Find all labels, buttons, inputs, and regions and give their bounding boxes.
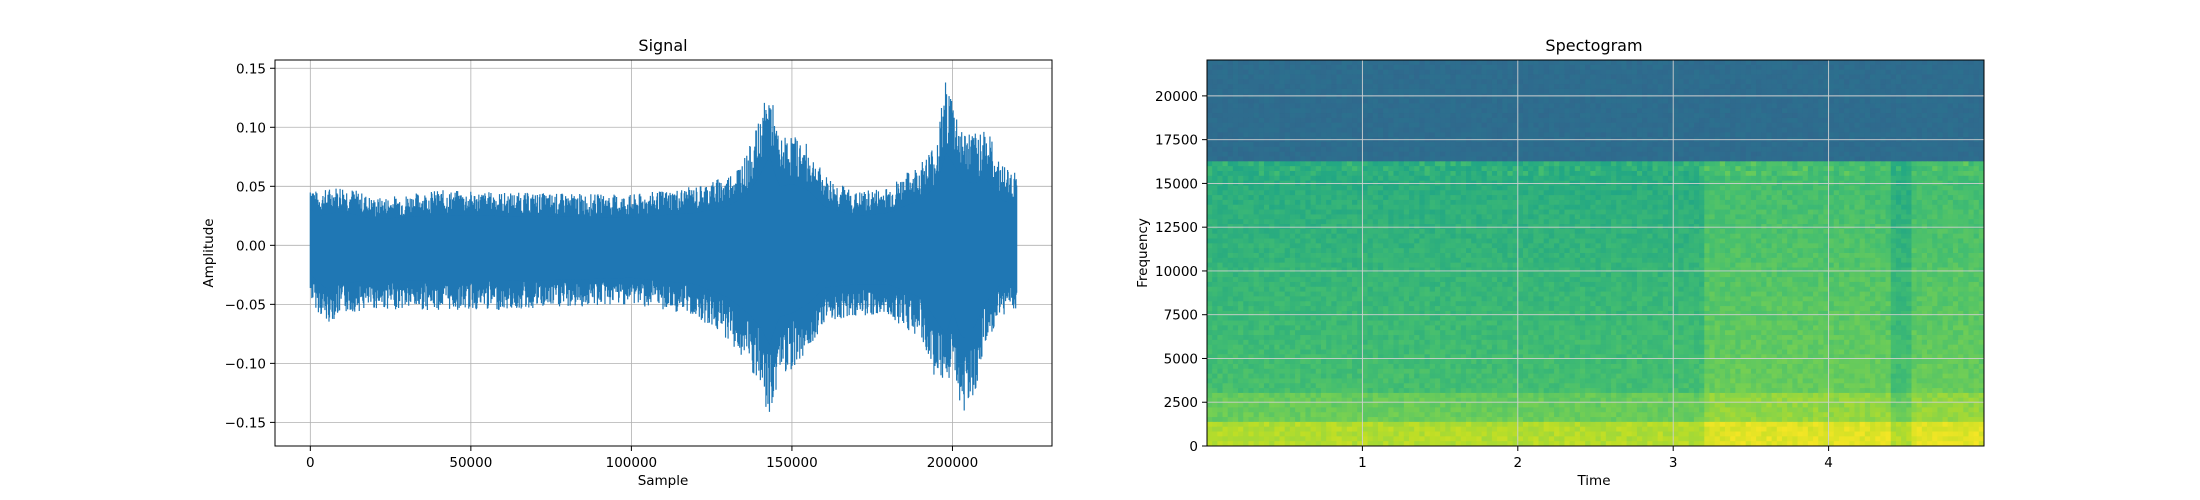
spectrogram-chart: Spectogram 1 2 3 4 0 2500 5000 7500 10000 12500 1… xyxy=(1135,36,1985,489)
signal-x-tick-label: 50000 xyxy=(449,455,492,471)
spectrogram-y-tick-label: 0 xyxy=(1189,439,1198,455)
spectrogram-x-ticks: 1 2 3 4 xyxy=(1358,446,1833,471)
spectrogram-y-tick-label: 5000 xyxy=(1164,351,1198,367)
spectrogram-y-axis-label: Frequency xyxy=(1135,218,1151,288)
spectrogram-axes-frame xyxy=(1206,59,1985,447)
spectrogram-y-tick-label: 10000 xyxy=(1155,264,1198,280)
spectrogram-x-tick-label: 3 xyxy=(1669,455,1678,471)
spectrogram-cells xyxy=(1207,60,1984,446)
signal-chart: Signal 0 50000 100000 150000 200000 −0.15−0.… xyxy=(201,36,1053,489)
spectrogram-y-tick-label: 7500 xyxy=(1164,308,1198,324)
signal-x-tick-label: 150000 xyxy=(766,455,818,471)
spectrogram-y-tick-label: 17500 xyxy=(1155,133,1198,149)
signal-y-tick-label: 0.10 xyxy=(236,120,266,136)
spectrogram-x-tick-label: 2 xyxy=(1514,455,1523,471)
spectrogram-y-ticks: 0 2500 5000 7500 10000 12500 15000 17500 20000 xyxy=(1155,89,1207,455)
spectrogram-x-tick-label: 4 xyxy=(1824,455,1833,471)
signal-y-tick-label: 0.00 xyxy=(236,238,266,254)
signal-title: Signal xyxy=(638,36,687,55)
signal-waveform-core xyxy=(310,152,1017,345)
signal-y-tick-label: −0.15 xyxy=(225,415,266,431)
signal-x-tick-label: 0 xyxy=(306,455,315,471)
spectrogram-y-tick-label: 2500 xyxy=(1164,395,1198,411)
spectrogram-y-tick-label: 20000 xyxy=(1155,89,1198,105)
signal-x-tick-label: 100000 xyxy=(606,455,658,471)
spectrogram-y-tick-label: 12500 xyxy=(1155,220,1198,236)
spectrogram-x-tick-label: 1 xyxy=(1358,455,1367,471)
signal-x-ticks: 0 50000 100000 150000 200000 xyxy=(306,446,978,471)
spectrogram-title: Spectogram xyxy=(1545,36,1642,55)
spectrogram-y-tick-label: 15000 xyxy=(1155,176,1198,192)
signal-plot-area xyxy=(309,82,1018,412)
signal-y-tick-label: −0.05 xyxy=(225,297,266,313)
spectrogram-x-axis-label: Time xyxy=(1576,473,1610,489)
signal-y-axis-label: Amplitude xyxy=(201,218,217,287)
signal-y-tick-label: 0.15 xyxy=(236,61,266,77)
signal-x-tick-label: 200000 xyxy=(927,455,979,471)
signal-y-ticks: −0.15 −0.10 −0.05 0.00 0.05 0.10 0.15 xyxy=(225,61,275,431)
signal-y-tick-label: 0.05 xyxy=(236,179,266,195)
signal-axes-frame xyxy=(274,59,1053,447)
spectrogram-image xyxy=(1207,60,1984,446)
signal-y-tick-label: −0.10 xyxy=(225,356,266,372)
spectrogram-grid xyxy=(1207,60,1984,447)
signal-x-axis-label: Sample xyxy=(638,473,689,489)
